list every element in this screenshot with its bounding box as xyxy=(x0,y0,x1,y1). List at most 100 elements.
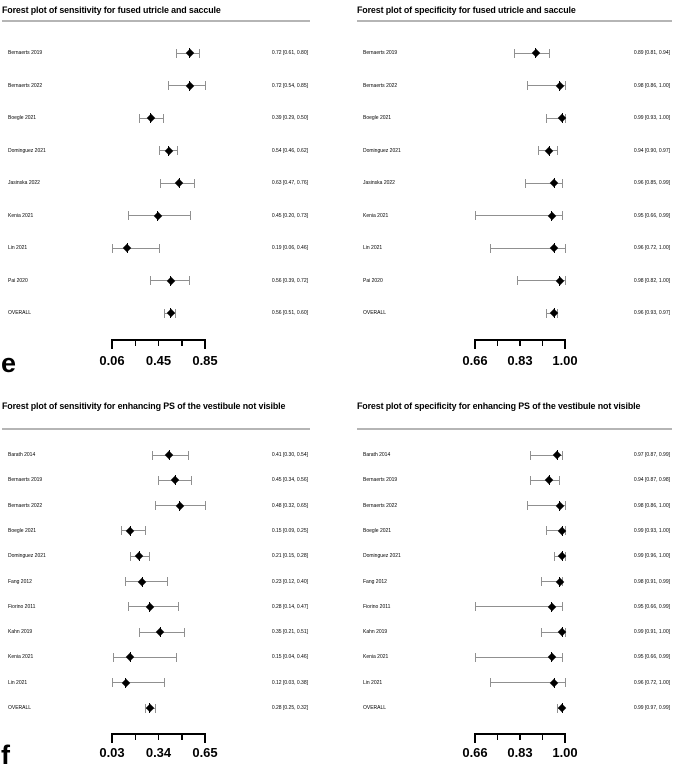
study-label: Dominguez 2021 xyxy=(363,553,401,560)
ci-cap-right xyxy=(149,551,150,561)
study-label: Kahn 2019 xyxy=(8,629,33,636)
estimate-diamond-marker xyxy=(121,678,130,687)
study-label: Bernaerts 2019 xyxy=(363,477,398,484)
estimate-diamond-marker xyxy=(174,178,184,188)
estimate-diamond-marker xyxy=(125,526,135,536)
study-label: Bernaerts 2022 xyxy=(8,82,43,89)
estimate-ci-text: 0.98 [0.82, 1.00] xyxy=(633,277,670,284)
x-axis-tick xyxy=(181,339,183,346)
ci-cap-right xyxy=(177,602,179,612)
estimate-ci-text: 0.96 [0.72, 1.00] xyxy=(633,245,670,251)
ci-line xyxy=(541,581,563,582)
ci-cap-left xyxy=(125,577,126,586)
ci-cap-left xyxy=(176,48,178,58)
study-label: Lin 2021 xyxy=(363,245,383,251)
study-label: Bernaerts 2022 xyxy=(8,502,43,509)
x-axis-tick-label: 0.66 xyxy=(462,745,488,760)
study-label: Fiorino 2011 xyxy=(8,603,36,610)
x-axis-tick xyxy=(474,733,476,743)
ci-cap-left xyxy=(159,178,161,188)
ci-cap-right xyxy=(175,308,177,318)
panel-title: Forest plot of sensitivity for fused utr… xyxy=(2,5,221,15)
ci-cap-left xyxy=(514,48,516,58)
estimate-ci-text: 0.35 [0.21, 0.51] xyxy=(271,629,308,636)
study-label: OVERALL xyxy=(8,705,32,711)
ci-cap-left xyxy=(474,211,476,220)
panel-specificity-fused-utricle-saccule: Forest plot of specificity for fused utr… xyxy=(338,0,676,395)
estimate-ci-text: 0.97 [0.87, 0.99] xyxy=(633,452,670,458)
study-label: Boegle 2021 xyxy=(363,527,392,534)
x-axis-tick xyxy=(519,339,521,346)
ci-line xyxy=(475,606,563,608)
estimate-ci-text: 0.28 [0.25, 0.32] xyxy=(271,705,308,711)
x-axis-tick xyxy=(519,733,521,740)
ci-cap-left xyxy=(540,577,542,586)
ci-cap-left xyxy=(516,276,518,285)
x-axis-tick xyxy=(204,339,206,349)
x-axis-tick xyxy=(134,339,136,346)
study-label: Boegle 2021 xyxy=(8,115,37,121)
x-axis-tick-label: 0.85 xyxy=(192,353,218,368)
ci-cap-left xyxy=(111,678,113,688)
ci-cap-right xyxy=(183,627,185,637)
ci-cap-left xyxy=(474,602,476,612)
ci-cap-right xyxy=(167,577,168,586)
estimate-diamond-marker xyxy=(145,602,154,612)
estimate-diamond-marker xyxy=(164,450,174,460)
estimate-diamond-marker xyxy=(555,501,564,510)
estimate-ci-text: 0.72 [0.54, 0.85] xyxy=(271,82,308,89)
panel-specificity-enhancing-ps-vestibule: Forest plot of specificity for enhancing… xyxy=(338,395,676,769)
estimate-diamond-marker xyxy=(550,243,559,253)
ci-line xyxy=(125,581,168,582)
ci-cap-right xyxy=(564,276,566,285)
estimate-ci-text: 0.15 [0.09, 0.25] xyxy=(271,527,308,534)
estimate-ci-text: 0.28 [0.14, 0.47] xyxy=(271,603,308,610)
ci-line xyxy=(112,682,165,684)
ci-cap-left xyxy=(530,475,532,485)
x-axis-tick-label: 1.00 xyxy=(552,353,578,368)
ci-line xyxy=(490,682,565,684)
estimate-diamond-marker xyxy=(531,48,541,58)
ci-cap-left xyxy=(155,501,156,511)
estimate-ci-text: 0.95 [0.66, 0.99] xyxy=(633,654,670,661)
x-axis-tick xyxy=(474,339,476,349)
study-label: Kahn 2019 xyxy=(363,629,388,636)
study-label: Kenia 2021 xyxy=(8,654,34,661)
ci-cap-left xyxy=(490,678,492,688)
ci-cap-right xyxy=(561,450,563,460)
estimate-diamond-marker xyxy=(146,113,156,123)
ci-line xyxy=(475,656,563,658)
x-axis-tick xyxy=(157,339,160,346)
study-label: Lin 2021 xyxy=(8,245,28,251)
ci-cap-right xyxy=(177,146,179,155)
ci-cap-right xyxy=(559,475,561,485)
title-rule xyxy=(2,20,310,22)
ci-cap-right xyxy=(548,48,550,58)
study-label: Lin 2021 xyxy=(363,679,383,686)
estimate-ci-text: 0.99 [0.96, 1.00] xyxy=(633,553,670,560)
x-axis-tick xyxy=(496,339,499,346)
estimate-diamond-marker xyxy=(170,476,180,485)
ci-cap-left xyxy=(144,703,146,713)
ci-cap-right xyxy=(564,501,566,511)
study-label: Fang 2012 xyxy=(363,578,387,585)
estimate-diamond-marker xyxy=(555,276,564,285)
estimate-diamond-marker xyxy=(175,501,184,510)
ci-line xyxy=(490,247,565,249)
estimate-diamond-marker xyxy=(137,577,147,586)
estimate-ci-text: 0.99 [0.93, 1.00] xyxy=(633,115,670,121)
ci-cap-left xyxy=(553,551,555,561)
panel-sensitivity-enhancing-ps-vestibule: Forest plot of sensitivity for enhancing… xyxy=(0,395,338,769)
estimate-diamond-marker xyxy=(552,450,562,460)
ci-cap-right xyxy=(144,526,146,536)
ci-cap-right xyxy=(163,113,165,123)
estimate-ci-text: 0.39 [0.29, 0.50] xyxy=(271,115,308,121)
panel-title: Forest plot of sensitivity for enhancing… xyxy=(2,401,286,411)
ci-cap-left xyxy=(538,146,540,155)
ci-cap-left xyxy=(128,602,129,612)
x-axis-tick xyxy=(111,339,113,349)
ci-cap-right xyxy=(189,276,191,285)
ci-cap-left xyxy=(545,308,547,318)
estimate-diamond-marker xyxy=(185,81,194,90)
study-label: Pai 2020 xyxy=(363,277,383,284)
